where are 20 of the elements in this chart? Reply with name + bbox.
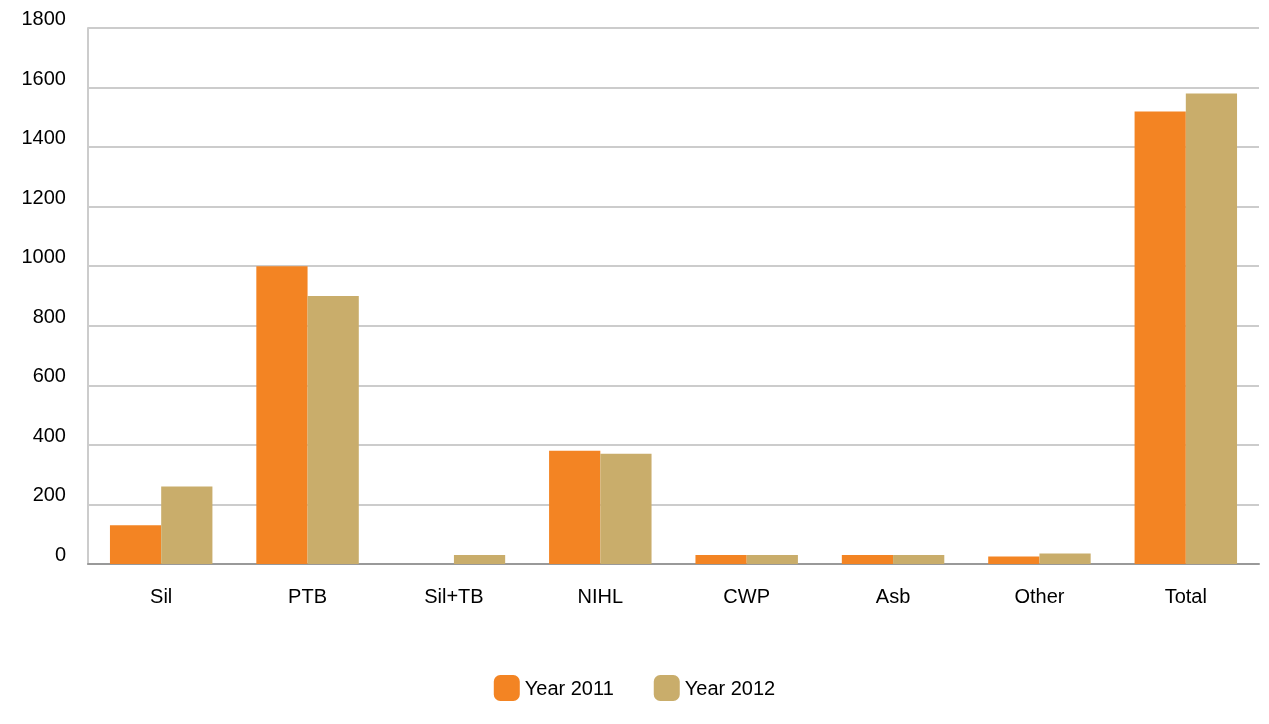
- y-tick-label: 1000: [21, 245, 66, 268]
- x-tick-label: Total: [1164, 585, 1207, 607]
- y-tick-label: 400: [32, 423, 66, 446]
- legend-label: Year 2011: [524, 677, 614, 699]
- x-tick-label: Asb: [875, 585, 911, 607]
- y-tick-label: 1400: [21, 126, 66, 149]
- y-tick-label: 600: [32, 364, 66, 387]
- x-tick-label: CWP: [723, 585, 771, 607]
- x-tick-label: PTB: [288, 585, 328, 607]
- x-tick-label: NIHL: [577, 585, 624, 607]
- y-tick-label: 1800: [21, 7, 66, 29]
- y-tick-label: 200: [32, 483, 66, 506]
- y-tick-label: 800: [32, 304, 66, 327]
- x-tick-label: Sil: [150, 585, 173, 607]
- y-tick-label: 1600: [21, 66, 66, 89]
- x-tick-label: Sil+TB: [424, 585, 484, 607]
- x-tick-label: Other: [1014, 585, 1065, 607]
- y-tick-label: 1200: [21, 185, 66, 208]
- y-tick-label: 0: [54, 543, 66, 565]
- legend-label: Year 2012: [684, 677, 776, 699]
